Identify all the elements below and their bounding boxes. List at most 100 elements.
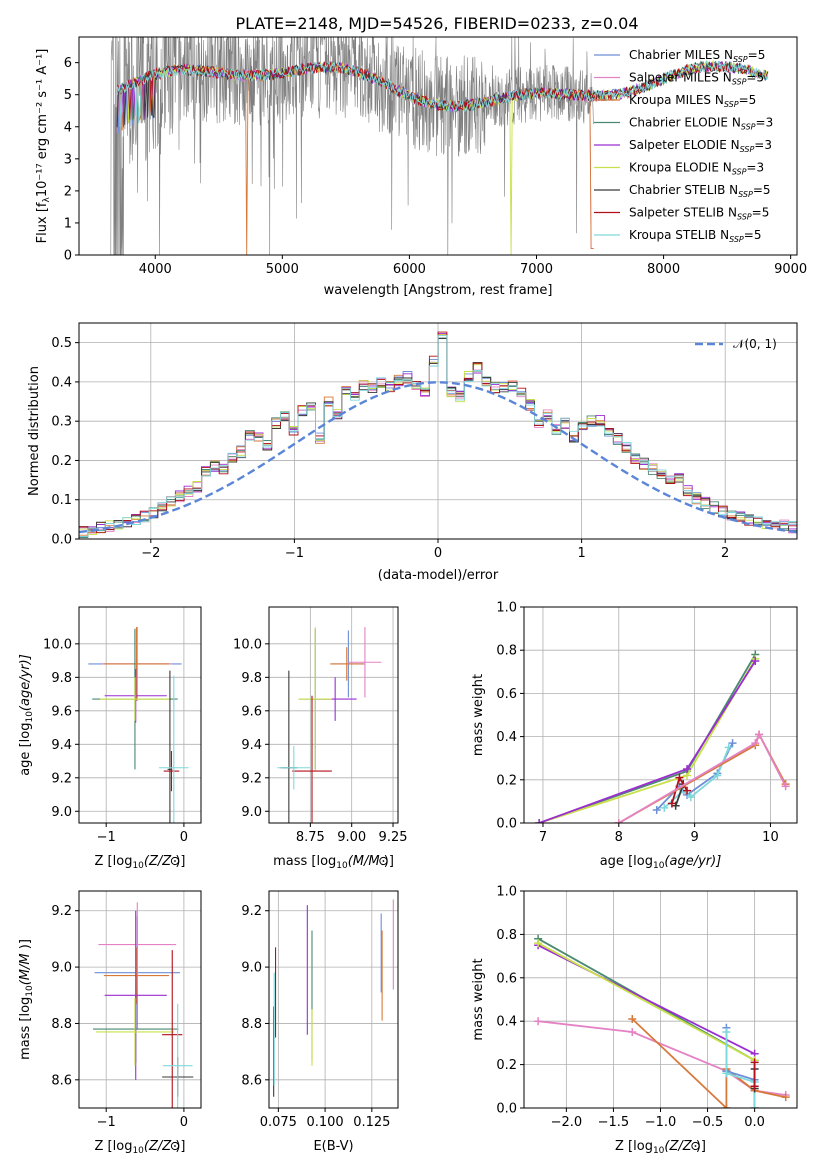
weight-marker [660,803,669,812]
x-label-part: (M/M [348,854,380,869]
weight-line-6 [725,1027,756,1108]
axes-frame [268,890,399,1109]
x-tick-label: 8000 [647,262,680,277]
weight-marker [750,1058,759,1067]
y-tick-label: 8.6 [51,1073,72,1088]
errorbar-point-2 [98,902,177,987]
legend-label: Chabrier STELIB NSSP=5 [629,183,771,199]
x-axis-label: age [log10(age/yr)] [600,854,722,871]
weight-marker [667,799,676,808]
legend-sub: SSP [741,123,756,132]
y-axis-label: mass weight [471,958,486,1040]
x-tick-label: 7 [539,830,547,845]
y-tick-label: 0.0 [496,817,517,832]
x-tick-label: 9.00 [337,830,366,845]
errorbar-point-5 [104,668,167,723]
x-label-part: age [log [600,854,653,869]
weight-line-1 [538,654,757,823]
y-tick-label: 0.5 [51,336,72,351]
y-tick-label: 10.0 [43,637,72,652]
y-axis-label: mass [log10(M/M )] [18,939,35,1060]
chart-weight_vs_Z: −2.0 −1.5 −1.0 −0.5 0.0 0.0 0.2 0.4 0.6 0.8 1.0 Z [… [471,885,798,1156]
x-label-part: (Z/Z [144,854,172,869]
legend-part: N [719,161,732,175]
x-label-part: (Z/Z [144,1139,172,1154]
errorbar-point-9 [162,1003,193,1108]
x-label-part: (Z/Z [664,1139,692,1154]
legend-part: = [739,93,749,107]
x-tick-label: −0.5 [692,1115,724,1130]
legend-nssp: 5 [756,71,764,85]
legend-nssp: 3 [764,138,772,152]
weight-marker [751,739,760,748]
weight-marker [781,782,790,791]
x-tick-label: 1 [577,546,585,561]
legend-part: = [746,161,756,175]
x-label-part: )] [175,854,185,869]
plot-area [277,627,382,823]
sun-symbol-dot [694,1145,697,1147]
y-tick-label: 6 [64,56,72,71]
weight-marker [534,1017,543,1026]
y-tick-label: 0.2 [51,454,72,469]
normal-curve [79,381,797,534]
x-tick-label: −1 [97,1115,116,1130]
legend-sub: SSP [738,190,753,199]
errorbar-point-6 [96,998,174,1066]
weight-marker [534,939,543,948]
plot-area [110,37,769,255]
legend-part: N [727,138,740,152]
legend-nssp: 5 [763,183,771,197]
legend-sub: SSP [732,78,747,87]
legend-part: = [753,183,763,197]
x-label-part: )] [696,1139,706,1154]
y-label-part: (age/yr)] [18,654,33,711]
x-label-part: Z [log [95,1139,133,1154]
weight-marker [750,1082,759,1091]
errorbar-point-8 [162,950,183,1108]
weight-marker [722,1069,731,1078]
legend-label: Kroupa STELIB NSSP=5 [629,228,761,244]
weight-marker [713,771,722,780]
legend-part: = [754,138,764,152]
plot-area [535,650,790,823]
errorbar-point-8 [163,751,180,792]
axes-frame [78,36,798,256]
legend-model-name: Kroupa ELODIE [629,161,719,175]
y-tick-label: 9.0 [51,961,72,976]
y-tick-label: 0.0 [51,533,72,548]
y-label-sub: 10 [25,985,35,997]
errorbar-point-8 [292,695,332,823]
x-axis-label: Z [log10(Z/Z )] [95,1139,186,1156]
legend-sub: SSP [737,213,752,222]
residual-histogram-9 [79,335,797,539]
x-tick-label: −1.0 [645,1115,677,1130]
y-label-part: (M/M [18,953,33,985]
x-axis-label: Z [log10(Z/Z )] [615,1139,706,1156]
errorbar-point-9 [277,745,311,790]
x-label-part: (age/yr)] [664,854,721,869]
y-tick-label: 0.4 [496,1015,517,1030]
chart-mass_vs_ebv: 0.075 0.100 0.125 8.6 8.8 9.0 9.2 E(B-V) [241,890,399,1154]
axes-frame [523,606,798,824]
weight-marker [686,793,695,802]
sun-symbol [691,1141,700,1151]
x-axis-label: (data-model)/error [378,568,499,583]
sun-symbol [170,1141,180,1151]
y-tick-label: 5 [64,88,72,103]
y-axis-label: mass weight [471,674,486,756]
y-tick-label: 9.4 [51,738,72,753]
legend-model-name: Kroupa STELIB [629,228,716,242]
weight-marker [728,739,737,748]
y-axis-label: Normed distribution [27,366,42,496]
legend-nssp: 5 [754,228,762,242]
x-tick-label: 9.25 [379,830,408,845]
y-label-part: 10⁻¹⁷ erg cm⁻² s⁻¹ A⁻¹] [35,49,50,198]
y-tick-label: 9.0 [241,805,262,820]
legend-part: N [728,116,741,130]
x-tick-label: 5000 [266,262,299,277]
legend-label: Kroupa ELODIE NSSP=3 [629,161,764,177]
legend-part: N [724,206,737,220]
x-tick-label: 0 [180,1115,188,1130]
x-label-part: Z [log [95,854,133,869]
